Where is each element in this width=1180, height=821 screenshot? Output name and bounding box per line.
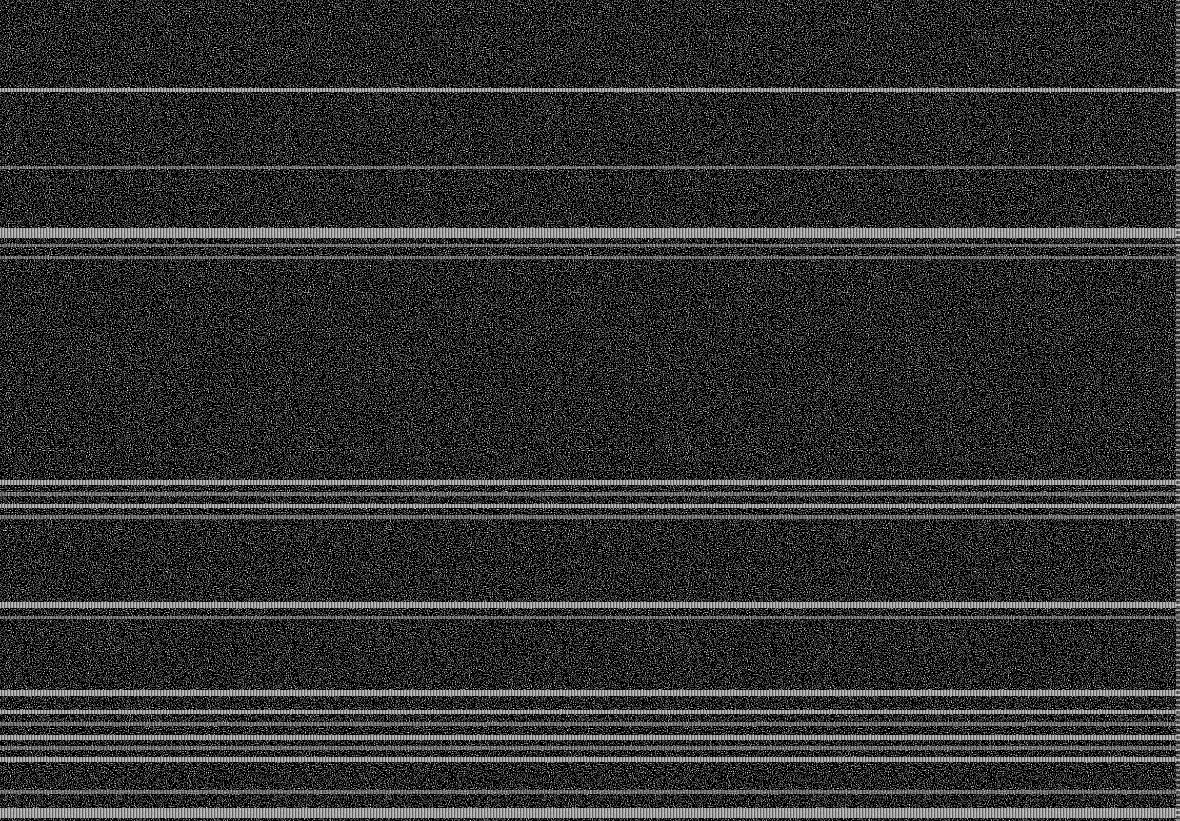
scan-stripe [0, 710, 1180, 714]
scan-stripe [0, 228, 1180, 238]
scan-right-edge [1176, 0, 1180, 821]
scan-stripe [0, 746, 1180, 750]
scan-stripe [0, 480, 1180, 485]
scan-stripe [0, 690, 1180, 696]
scan-stripe [0, 88, 1180, 92]
scan-stripe [0, 256, 1180, 259]
scan-stripe [0, 515, 1180, 519]
scan-stripe [0, 735, 1180, 740]
scan-stripe [0, 492, 1180, 496]
scan-stripe [0, 808, 1180, 818]
scan-stripe [0, 166, 1180, 169]
scan-stripe [0, 790, 1180, 794]
scan-stripe [0, 602, 1180, 608]
scan-stripe [0, 244, 1180, 247]
scan-stripe [0, 504, 1180, 508]
scan-stripe [0, 616, 1180, 619]
scan-stripe [0, 757, 1180, 762]
scan-stripe [0, 722, 1180, 726]
